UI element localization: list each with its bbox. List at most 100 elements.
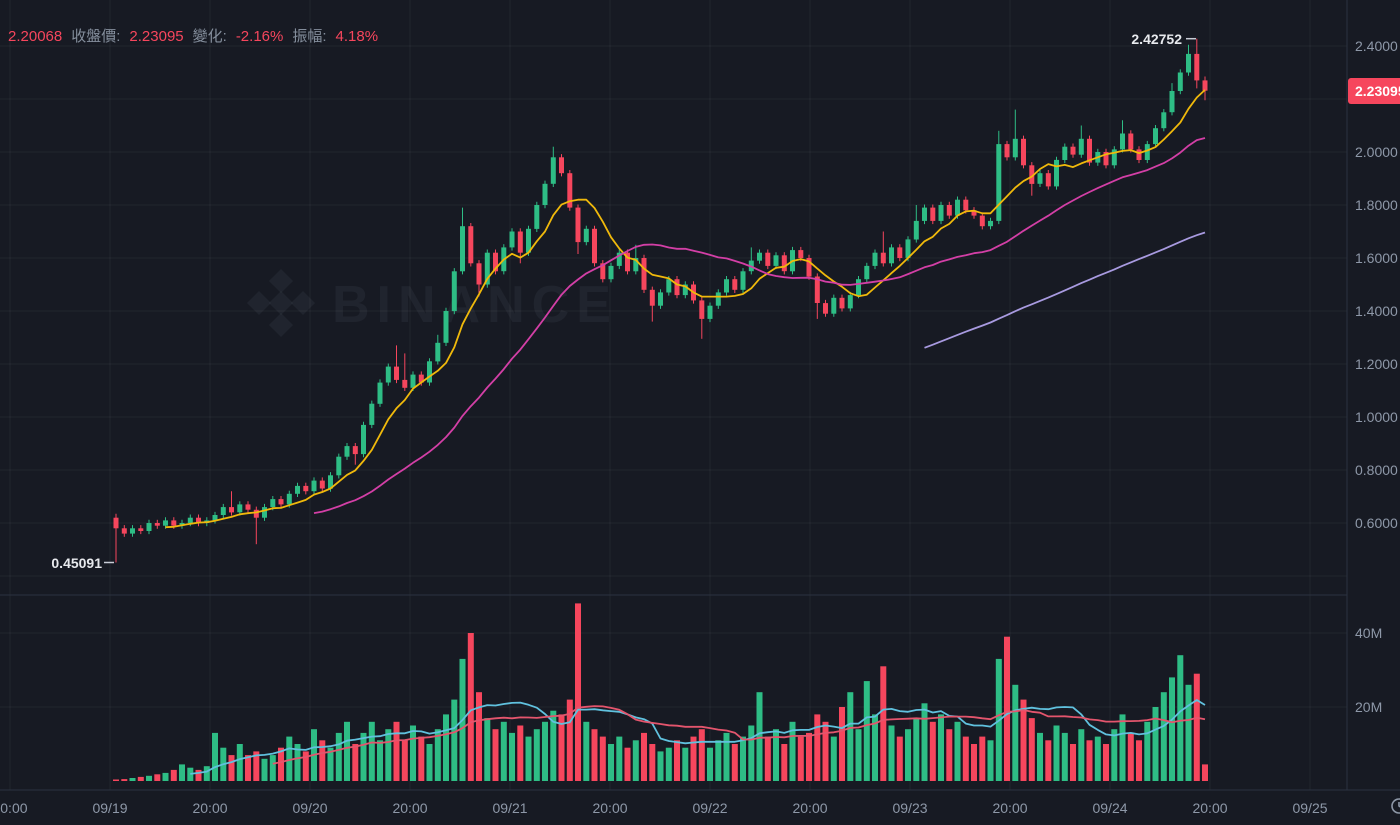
volume-bar [748, 725, 755, 781]
price-axis-label: 1.4000 [1355, 303, 1398, 319]
candle-body [361, 424, 366, 455]
candle-body [724, 279, 729, 293]
candle-body [460, 226, 465, 272]
volume-bar [476, 692, 482, 781]
candle-body [121, 528, 127, 534]
volume-axis-label: 40M [1355, 625, 1383, 641]
candle-body [1161, 112, 1167, 129]
candle-body [1136, 149, 1142, 160]
volume-bar [979, 736, 986, 781]
ma7-line [165, 89, 1206, 529]
volume-bar [1020, 699, 1027, 781]
volume-bar [434, 729, 441, 781]
volume-ma-fast-line [190, 699, 1206, 775]
volume-bar [896, 736, 903, 781]
volume-bar [814, 714, 821, 781]
volume-bar [1169, 677, 1175, 781]
candle-body [1037, 173, 1043, 184]
price-ma-lines [165, 89, 1206, 529]
candle-body [542, 183, 548, 205]
volume-bar [674, 740, 680, 781]
volume-bar [368, 721, 375, 781]
volume-bar [715, 740, 722, 781]
volume-bar [863, 681, 870, 781]
candle-body [286, 493, 292, 505]
candle-body [138, 528, 144, 531]
volume-bar [1177, 655, 1184, 781]
candle-body [674, 279, 680, 296]
volume-bar [641, 732, 647, 781]
volume-bar [929, 721, 936, 781]
candle-body [839, 297, 845, 309]
candle-body [699, 300, 705, 319]
candle-body [319, 480, 325, 489]
volume-bar [723, 732, 730, 781]
candle-body [163, 520, 168, 526]
candle-body [979, 215, 985, 227]
candle-body [798, 250, 804, 258]
price-axis-label: 0.8000 [1355, 462, 1398, 478]
candle-body [229, 507, 234, 513]
candle-body [757, 252, 762, 261]
volume-bar [1037, 732, 1043, 781]
price-axis-label: 1.6000 [1355, 250, 1398, 266]
ma25-line [313, 137, 1206, 514]
candle-body [633, 258, 639, 272]
candle-body [971, 210, 977, 216]
open-price-value: 2.20068 [8, 28, 63, 45]
volume-bar [822, 721, 829, 781]
volume-bar [839, 707, 845, 781]
candle-body [344, 446, 350, 457]
volume-bar [154, 774, 161, 781]
candle-body [567, 173, 573, 208]
volume-bar [773, 729, 779, 781]
amplitude-value: 4.18% [335, 28, 379, 45]
clock-icon[interactable] [1390, 797, 1400, 815]
volume-bar [1028, 718, 1035, 781]
volume-bar [443, 714, 449, 781]
volume-bar [682, 747, 689, 781]
candle-body [988, 220, 993, 227]
volume-bar [542, 721, 548, 781]
volume-bar [880, 666, 887, 781]
volume-bar [451, 699, 458, 781]
volume-bar [756, 692, 763, 781]
volume-bar [261, 758, 268, 781]
candle-body [732, 279, 738, 290]
volume-bar [121, 779, 128, 781]
candle-body [262, 507, 267, 518]
volume-bar [789, 721, 796, 781]
candle-body [1202, 80, 1208, 91]
candle-body [682, 284, 688, 296]
volume-bar [1103, 744, 1109, 781]
candle-body [864, 265, 870, 280]
candle-body [583, 228, 589, 243]
candle-body [658, 292, 663, 306]
candle-body [1169, 91, 1175, 113]
candle-body [905, 239, 911, 258]
candle-body [575, 207, 581, 243]
candle-body [823, 303, 828, 314]
candle-body [625, 252, 630, 272]
volume-bar [335, 732, 342, 781]
close-price-label: 收盤價: [71, 28, 121, 45]
candle-body [649, 289, 655, 306]
volume-bar [913, 718, 920, 781]
time-axis-label: 09/20 [292, 800, 328, 816]
volume-bar [1152, 707, 1159, 781]
candle-body [443, 311, 449, 343]
candle-body [1029, 165, 1035, 184]
volume-bar [385, 729, 392, 781]
candle-body [435, 342, 441, 362]
candle-body [212, 515, 218, 521]
time-axis-label: 09/24 [1092, 800, 1128, 816]
candles [113, 38, 1208, 563]
candle-body [641, 258, 647, 290]
candle-body [707, 305, 713, 319]
volume-bar [707, 747, 713, 781]
candle-body [311, 480, 317, 492]
volume-bar [129, 778, 136, 781]
session-high-label: 2.42752 [1131, 30, 1182, 47]
candle-body [303, 485, 309, 492]
